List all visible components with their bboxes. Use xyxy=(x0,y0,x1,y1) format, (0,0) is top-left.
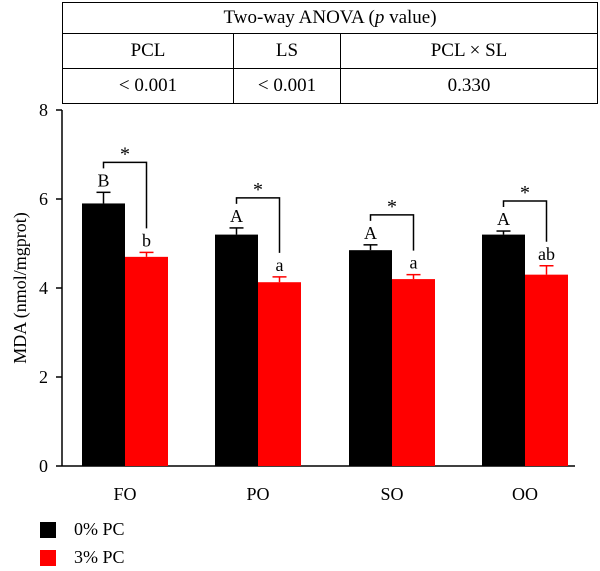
letter-label-po-3pc: a xyxy=(276,255,284,275)
y-axis-label: MDA (nmol/mgprot) xyxy=(10,212,31,364)
x-tick-label-so: SO xyxy=(380,484,403,504)
anova-title: Two-way ANOVA (p value) xyxy=(62,2,598,34)
legend-label-0pc: 0% PC xyxy=(74,519,125,539)
y-tick-label: 6 xyxy=(39,189,48,209)
bar-so-3pc xyxy=(392,279,435,466)
y-tick-label: 0 xyxy=(39,456,48,476)
significance-star-fo: * xyxy=(120,143,130,165)
letter-label-oo-3pc: ab xyxy=(538,244,555,264)
bar-oo-3pc xyxy=(525,274,568,466)
x-tick-label-oo: OO xyxy=(512,484,538,504)
legend-swatch-3pc xyxy=(40,549,56,566)
anova-value-interaction: 0.330 xyxy=(340,68,598,104)
significance-bracket-fo xyxy=(102,161,148,229)
legend-swatch-0pc xyxy=(40,521,56,538)
significance-bracket-oo xyxy=(502,200,548,242)
significance-star-oo: * xyxy=(520,182,530,204)
anova-title-prefix: Two-way ANOVA ( xyxy=(223,7,375,28)
bar-fo-3pc xyxy=(125,256,168,466)
letter-label-so-0pc: A xyxy=(364,223,377,243)
anova-title-italic: p xyxy=(374,7,385,28)
bar-po-3pc xyxy=(258,282,301,466)
letter-label-po-0pc: A xyxy=(230,206,243,226)
bar-oo-0pc xyxy=(482,234,525,466)
y-tick-label: 8 xyxy=(39,100,48,120)
x-tick-label-fo: FO xyxy=(113,484,136,504)
significance-star-po: * xyxy=(253,179,263,201)
letter-label-so-3pc: a xyxy=(410,253,418,273)
letter-label-oo-0pc: A xyxy=(497,209,510,229)
anova-value-pcl: < 0.001 xyxy=(62,68,234,104)
anova-table: Two-way ANOVA (p value) PCL LS PCL × SL … xyxy=(62,2,598,104)
anova-value-ls: < 0.001 xyxy=(233,68,341,104)
bar-po-0pc xyxy=(215,234,258,466)
significance-bracket-po xyxy=(235,197,281,253)
y-tick-label: 2 xyxy=(39,367,48,387)
letter-label-fo-3pc: b xyxy=(142,230,151,250)
significance-bracket-so xyxy=(369,214,415,251)
y-tick-label: 4 xyxy=(39,278,48,298)
significance-star-so: * xyxy=(387,196,397,218)
legend-label-3pc: 3% PC xyxy=(74,547,125,567)
letter-label-fo-0pc: B xyxy=(97,170,109,190)
x-tick-label-po: PO xyxy=(246,484,269,504)
anova-header-interaction: PCL × SL xyxy=(340,33,598,69)
anova-header-pcl: PCL xyxy=(62,33,234,69)
anova-title-suffix: value) xyxy=(384,7,437,28)
legend-item-3pc: 3% PC xyxy=(40,547,125,568)
bar-fo-0pc xyxy=(82,203,125,466)
bar-so-0pc xyxy=(349,250,392,466)
legend-item-0pc: 0% PC xyxy=(40,519,125,540)
